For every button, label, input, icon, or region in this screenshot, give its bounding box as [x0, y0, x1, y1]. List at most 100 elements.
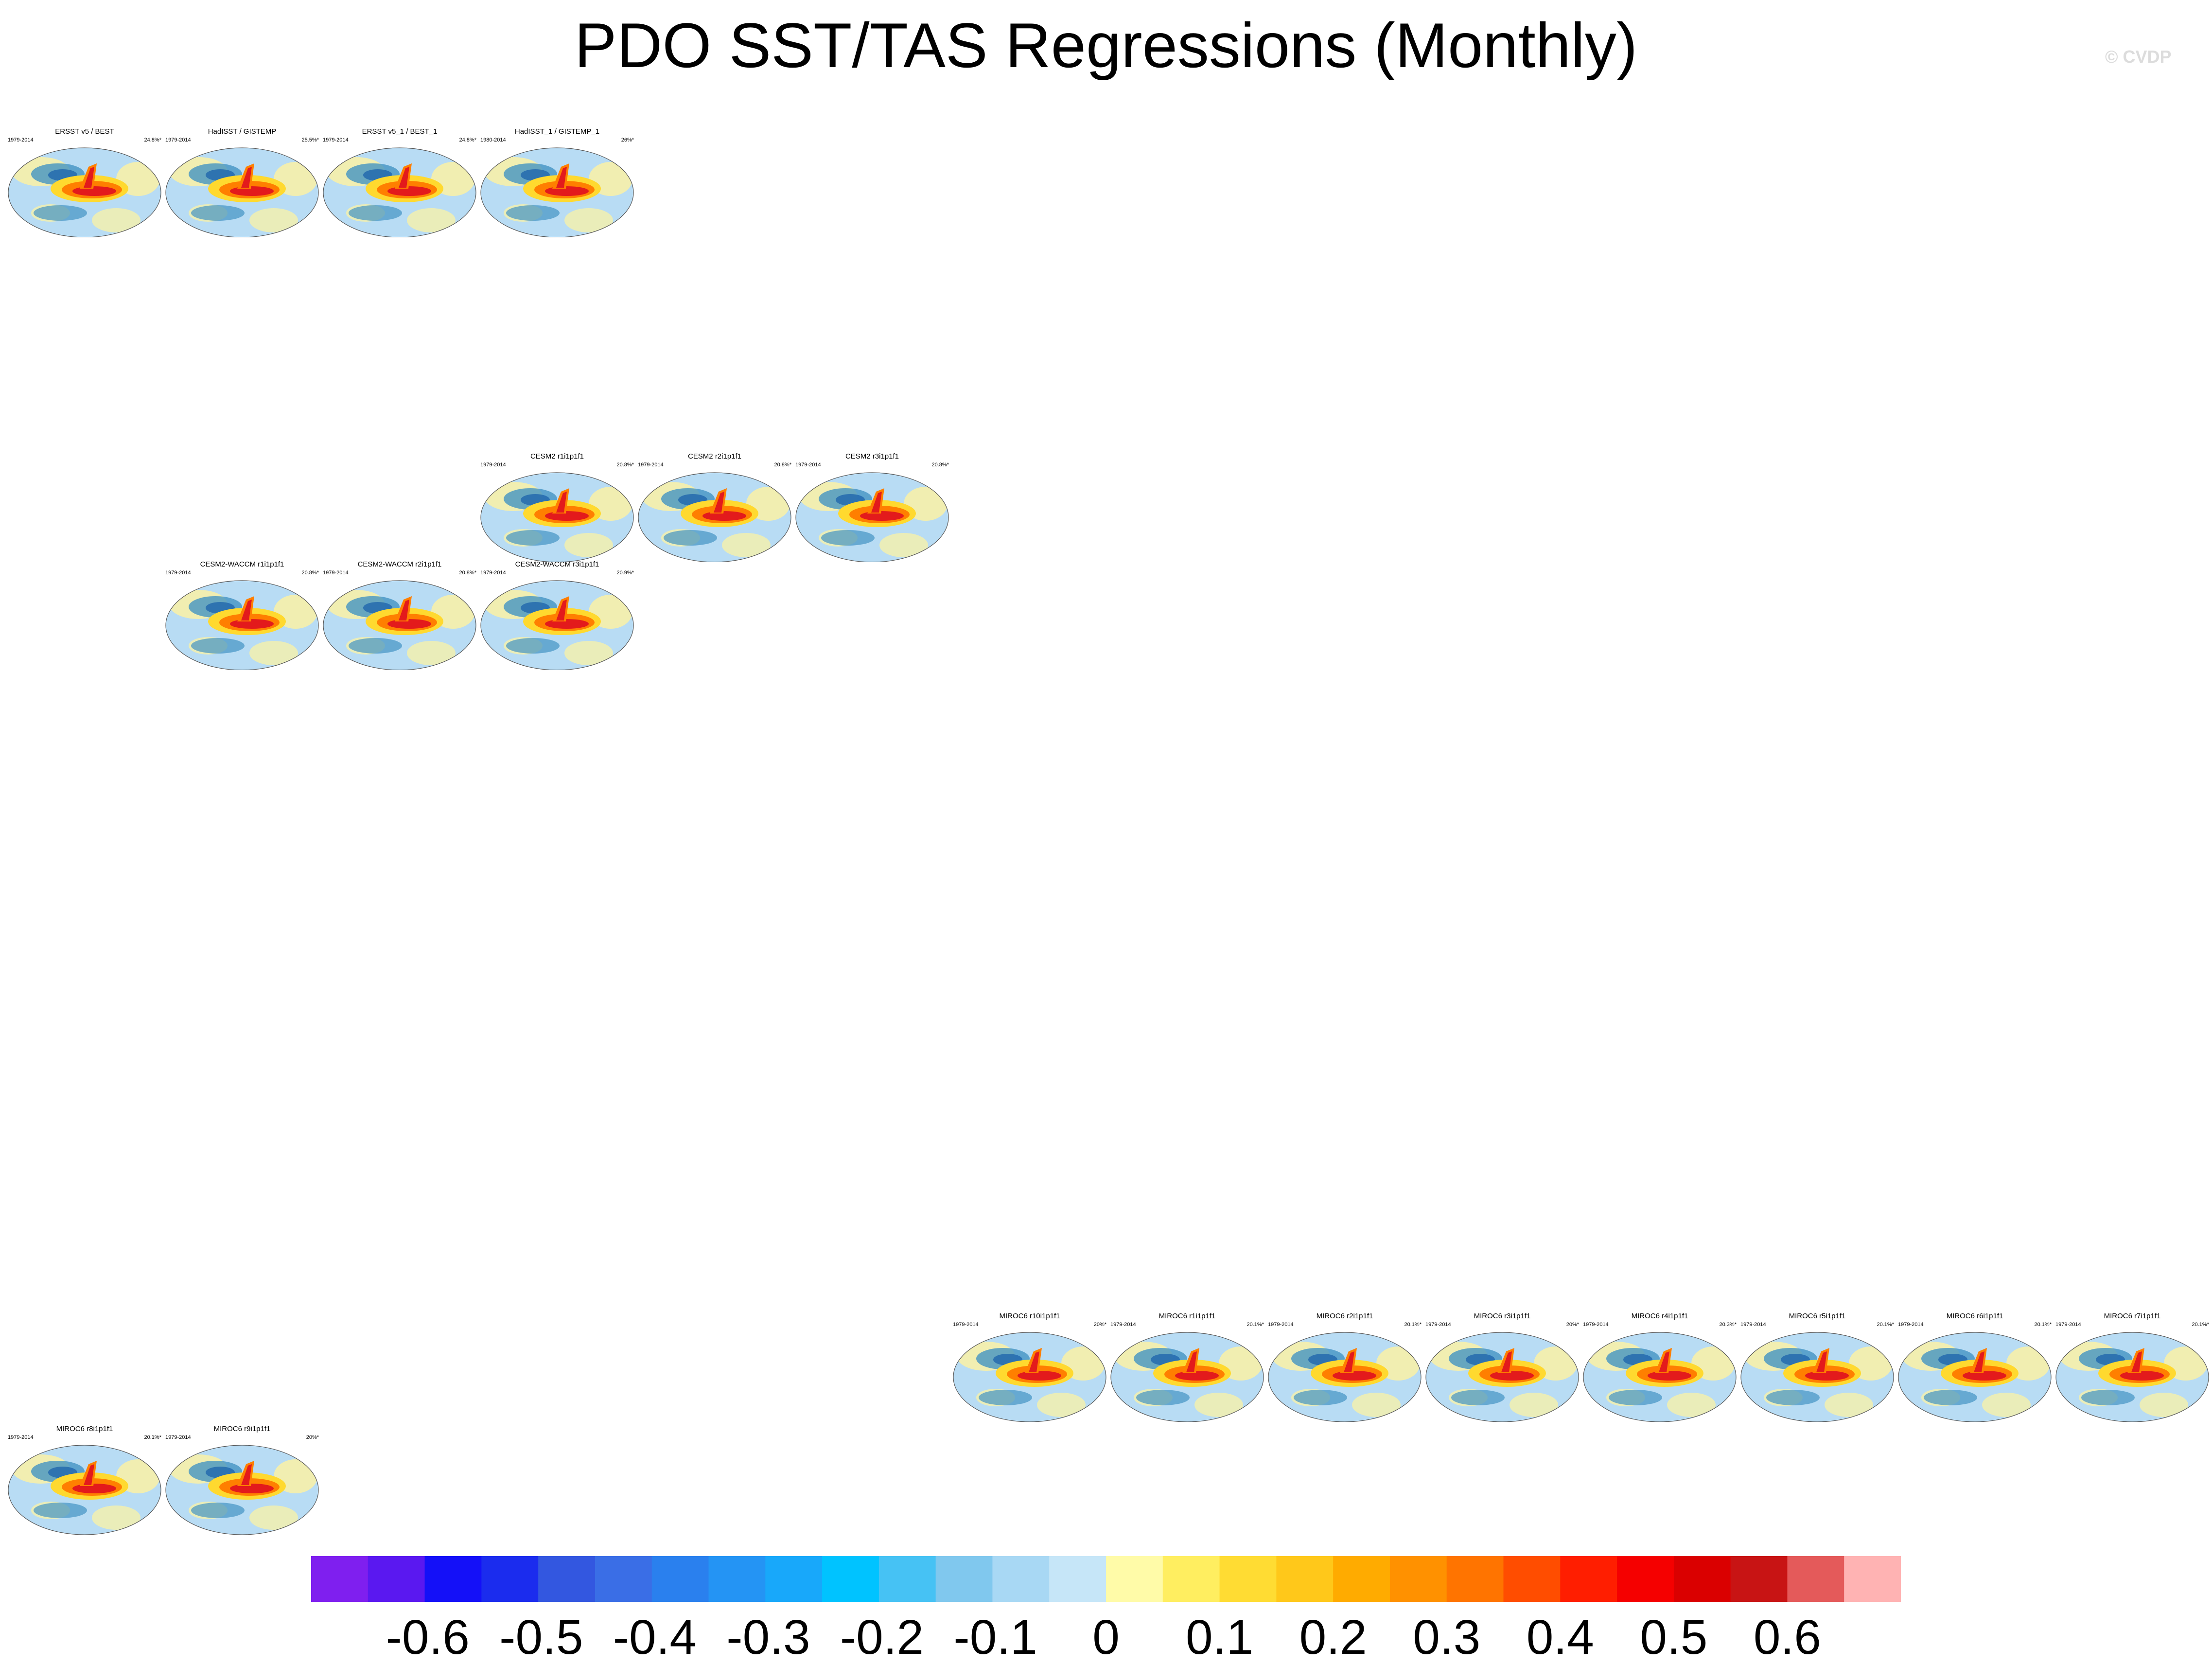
- colorbar-box: [1333, 1556, 1390, 1602]
- regression-map: [1740, 1332, 1894, 1422]
- panel-variance-pct: 20.8%*: [301, 570, 319, 576]
- map-panel: MIROC6 r6i1p1f1 1979-2014 20.1%*: [1897, 1312, 2053, 1424]
- colorbar-box: [1219, 1556, 1277, 1602]
- colorbar: [311, 1556, 1901, 1602]
- map-panel: MIROC6 r2i1p1f1 1979-2014 20.1%*: [1267, 1312, 1422, 1424]
- colorbar-box: [368, 1556, 425, 1602]
- map-panel: ERSST v5_1 / BEST_1 1979-2014 24.8%*: [322, 127, 477, 239]
- colorbar-box: [878, 1556, 936, 1602]
- panel-title: MIROC6 r10i1p1f1: [999, 1312, 1060, 1320]
- map-panel: CESM2-WACCM r1i1p1f1 1979-2014 20.8%*: [164, 560, 320, 672]
- regression-map: [1425, 1332, 1579, 1422]
- regression-map: [795, 472, 949, 562]
- panel-title: HadISST_1 / GISTEMP_1: [514, 127, 600, 136]
- colorbar-box: [1162, 1556, 1220, 1602]
- map-panel: HadISST_1 / GISTEMP_1 1980-2014 26%*: [479, 127, 635, 239]
- colorbar-box: [1673, 1556, 1731, 1602]
- panel-variance-pct: 20.8%*: [931, 462, 949, 468]
- colorbar-tick-label: 0.6: [1753, 1610, 1821, 1665]
- regression-map: [480, 580, 634, 670]
- map-panel: HadISST / GISTEMP 1979-2014 25.5%*: [164, 127, 320, 239]
- map-panel: MIROC6 r9i1p1f1 1979-2014 20%*: [164, 1425, 320, 1537]
- panel-title: CESM2-WACCM r2i1p1f1: [357, 560, 442, 568]
- panel-years: 1979-2014: [323, 570, 349, 576]
- panel-title: CESM2 r1i1p1f1: [530, 452, 584, 461]
- panel-variance-pct: 26%*: [621, 137, 634, 143]
- regression-map: [323, 147, 476, 237]
- map-panel: MIROC6 r10i1p1f1 1979-2014 20%*: [952, 1312, 1107, 1424]
- colorbar-tick-label: -0.2: [840, 1610, 924, 1665]
- colorbar-box: [1276, 1556, 1334, 1602]
- panel-variance-pct: 20.1%*: [1877, 1322, 1894, 1328]
- panel-title: CESM2-WACCM r1i1p1f1: [200, 560, 284, 568]
- regression-map: [953, 1332, 1106, 1422]
- map-panel: CESM2 r3i1p1f1 1979-2014 20.8%*: [794, 452, 950, 564]
- panel-title: MIROC6 r1i1p1f1: [1159, 1312, 1216, 1320]
- panel-variance-pct: 25.5%*: [301, 137, 319, 143]
- panel-variance-pct: 20%*: [1566, 1322, 1579, 1328]
- panel-title: MIROC6 r8i1p1f1: [56, 1425, 113, 1433]
- colorbar-tick-label: 0.1: [1186, 1610, 1254, 1665]
- panel-years: 1979-2014: [1898, 1322, 1924, 1328]
- colorbar-box: [481, 1556, 539, 1602]
- panel-title: ERSST v5 / BEST: [55, 127, 114, 136]
- panel-variance-pct: 20.9%*: [616, 570, 634, 576]
- panel-variance-pct: 20.8%*: [616, 462, 634, 468]
- colorbar-box: [651, 1556, 709, 1602]
- cvdp-credit: © CVDP: [2105, 47, 2172, 67]
- regression-map: [1110, 1332, 1264, 1422]
- panel-title: CESM2-WACCM r3i1p1f1: [515, 560, 599, 568]
- panel-title: MIROC6 r6i1p1f1: [1946, 1312, 2003, 1320]
- map-panel: MIROC6 r1i1p1f1 1979-2014 20.1%*: [1109, 1312, 1265, 1424]
- colorbar-box: [1560, 1556, 1617, 1602]
- colorbar-tick-label: 0.3: [1413, 1610, 1481, 1665]
- panel-variance-pct: 20.1%*: [1246, 1322, 1264, 1328]
- panel-title: MIROC6 r2i1p1f1: [1316, 1312, 1373, 1320]
- colorbar-tick-label: -0.5: [499, 1610, 583, 1665]
- map-panel: CESM2 r2i1p1f1 1979-2014 20.8%*: [637, 452, 792, 564]
- regression-map: [165, 1445, 319, 1535]
- panel-years: 1979-2014: [1110, 1322, 1136, 1328]
- panel-years: 1979-2014: [795, 462, 821, 468]
- colorbar-tick-label: -0.1: [953, 1610, 1037, 1665]
- panel-years: 1979-2014: [1425, 1322, 1451, 1328]
- map-panel: CESM2-WACCM r2i1p1f1 1979-2014 20.8%*: [322, 560, 477, 672]
- panel-variance-pct: 24.8%*: [459, 137, 476, 143]
- colorbar-box: [311, 1556, 369, 1602]
- colorbar-box: [1787, 1556, 1844, 1602]
- map-panel: MIROC6 r8i1p1f1 1979-2014 20.1%*: [7, 1425, 162, 1537]
- map-panel: MIROC6 r3i1p1f1 1979-2014 20%*: [1424, 1312, 1580, 1424]
- map-panel: MIROC6 r7i1p1f1 1979-2014 20.1%*: [2054, 1312, 2210, 1424]
- panel-variance-pct: 20%*: [1093, 1322, 1106, 1328]
- panel-title: MIROC6 r3i1p1f1: [1474, 1312, 1531, 1320]
- colorbar-box: [935, 1556, 993, 1602]
- regression-map: [1898, 1332, 2052, 1422]
- colorbar-tick-label: -0.6: [386, 1610, 470, 1665]
- colorbar-tick-label: 0.2: [1299, 1610, 1367, 1665]
- colorbar-box: [992, 1556, 1050, 1602]
- panel-variance-pct: 24.8%*: [144, 137, 161, 143]
- regression-map: [1583, 1332, 1737, 1422]
- map-panel: MIROC6 r4i1p1f1 1979-2014 20.3%*: [1582, 1312, 1738, 1424]
- panel-years: 1979-2014: [8, 137, 34, 143]
- colorbar-tick-label: 0.4: [1526, 1610, 1594, 1665]
- colorbar-box: [424, 1556, 482, 1602]
- colorbar-box: [538, 1556, 596, 1602]
- regression-map: [165, 580, 319, 670]
- regression-map: [8, 147, 161, 237]
- panel-years: 1979-2014: [165, 1435, 191, 1440]
- colorbar-box: [1389, 1556, 1447, 1602]
- regression-map: [323, 580, 476, 670]
- panel-years: 1979-2014: [1268, 1322, 1294, 1328]
- panel-years: 1979-2014: [480, 570, 506, 576]
- panel-title: ERSST v5_1 / BEST_1: [362, 127, 438, 136]
- panel-variance-pct: 20.3%*: [1719, 1322, 1737, 1328]
- regression-map: [480, 472, 634, 562]
- map-panel: ERSST v5 / BEST 1979-2014 24.8%*: [7, 127, 162, 239]
- colorbar-box: [1844, 1556, 1901, 1602]
- regression-map: [2055, 1332, 2209, 1422]
- colorbar-box: [708, 1556, 766, 1602]
- panel-title: CESM2 r3i1p1f1: [845, 452, 899, 461]
- colorbar-box: [765, 1556, 823, 1602]
- colorbar-box: [595, 1556, 652, 1602]
